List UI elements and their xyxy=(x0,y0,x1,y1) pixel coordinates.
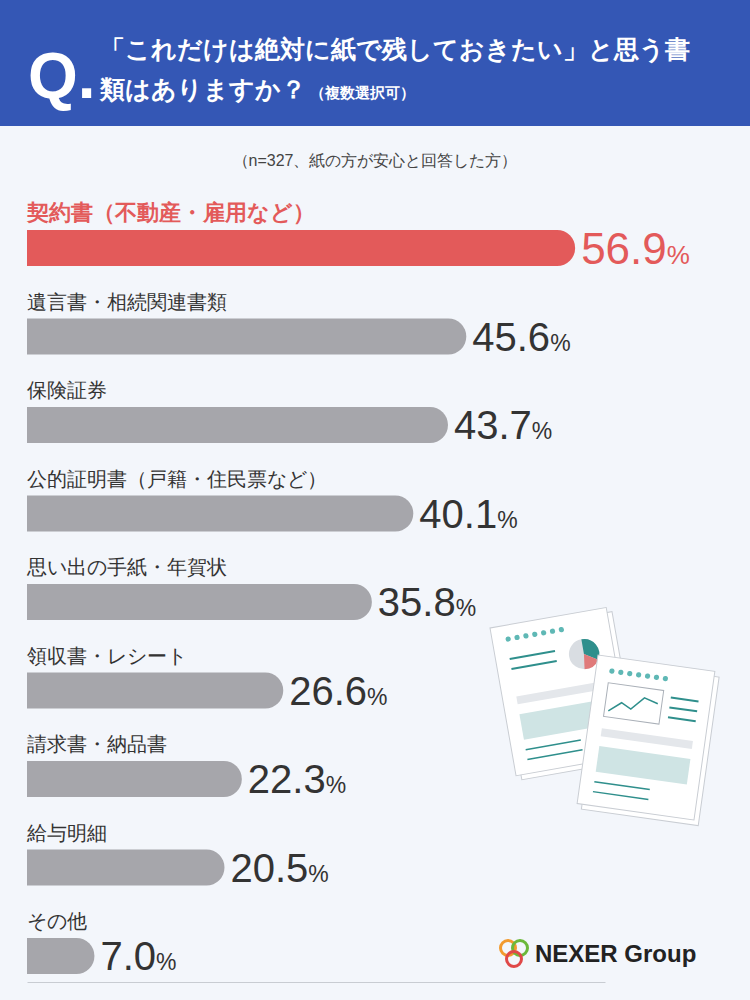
value-label: 56.9% xyxy=(581,224,690,273)
document-dot xyxy=(558,627,564,633)
document-dot xyxy=(654,674,660,680)
document-line xyxy=(511,661,556,669)
document-dot xyxy=(541,630,547,636)
document-dot xyxy=(505,636,511,642)
document-block xyxy=(596,746,691,785)
x-axis xyxy=(28,982,606,983)
title-note: （複数選択可） xyxy=(310,84,415,101)
document-dot xyxy=(662,676,668,682)
document-line xyxy=(510,651,555,659)
document-dot xyxy=(549,628,555,634)
document-dot xyxy=(618,669,624,675)
logo: NEXER Group xyxy=(501,940,697,967)
source: NEXER Group xyxy=(535,940,696,967)
category-label: 領収書・レシート xyxy=(27,645,187,667)
value-label: 35.8% xyxy=(378,580,476,624)
logo-ring xyxy=(507,952,522,967)
bar xyxy=(27,673,283,709)
document-dot xyxy=(627,671,633,677)
value-label: 7.0% xyxy=(100,934,176,978)
title-line: 類はありますか？ xyxy=(99,75,306,104)
illustration xyxy=(490,607,720,826)
document-dot xyxy=(645,673,651,679)
chart-container: Q.「これだけは絶対に紙で残しておきたい」と思う書類はありますか？（複数選択可）… xyxy=(0,0,750,1000)
document-dot xyxy=(609,668,615,674)
bar xyxy=(27,319,466,355)
document-line xyxy=(593,792,648,800)
category-labels: 契約書（不動産・雇用など） 遺言書・相続関連書類保険証券公的証明書（戸籍・住民票な… xyxy=(26,200,327,932)
title: 「これだけは絶対に紙で残しておきたい」と思う書類はありますか？ xyxy=(99,35,690,104)
document-page xyxy=(577,655,715,820)
q-mark: Q. xyxy=(28,40,96,112)
x-axis-line xyxy=(28,982,606,983)
category-label: その他 xyxy=(27,910,87,932)
value-label: 45.6% xyxy=(472,315,570,359)
document-line xyxy=(669,707,697,711)
document-dot xyxy=(523,633,529,639)
document-line xyxy=(594,782,649,790)
document-dot xyxy=(636,672,642,678)
value-label: 20.5% xyxy=(230,846,328,890)
document-icon xyxy=(576,655,719,826)
document-line xyxy=(671,698,699,702)
chart-svg: Q.「これだけは絶対に紙で残しておきたい」と思う書類はありますか？（複数選択可）… xyxy=(0,0,750,1000)
background xyxy=(0,0,750,1000)
value-label: 40.1% xyxy=(419,492,517,536)
bar xyxy=(27,496,413,532)
bar xyxy=(27,230,575,266)
document-frame xyxy=(604,683,664,724)
category-label: 思い出の手紙・年賀状 xyxy=(26,556,227,578)
document-dot xyxy=(514,634,520,640)
category-label: 請求書・納品書 xyxy=(27,733,167,755)
document-dot xyxy=(532,631,538,637)
header-band xyxy=(0,0,750,126)
document-line xyxy=(526,740,581,750)
category-label: 公的証明書（戸籍・住民票など） xyxy=(27,468,327,490)
value-labels: 56.9%45.6% 43.7% 40.1% 35.8% 26.6% 22.3% 20.5%… xyxy=(100,224,689,978)
category-label: 保険証券 xyxy=(27,379,107,401)
value-label: 26.6% xyxy=(289,669,387,713)
bar xyxy=(27,850,224,886)
category-label: 契約書（不動産・雇用など） xyxy=(26,200,315,225)
title-line: 「これだけは絶対に紙で残しておきたい」と思う書 xyxy=(100,35,690,64)
document-block xyxy=(601,728,693,749)
document-trend xyxy=(608,693,658,718)
bar xyxy=(27,407,448,443)
category-label: 給与明細 xyxy=(26,822,107,844)
bar xyxy=(27,584,372,620)
subtitle: （n=327、紙の方が安心と回答した方） xyxy=(233,152,518,169)
document-line xyxy=(668,717,696,721)
value-label: 43.7% xyxy=(454,403,552,447)
bar xyxy=(27,938,94,974)
bars xyxy=(27,230,575,974)
document-line xyxy=(527,750,582,760)
bar xyxy=(27,761,242,797)
value-label: 22.3% xyxy=(248,757,346,801)
category-label: 遺言書・相続関連書類 xyxy=(27,291,227,313)
